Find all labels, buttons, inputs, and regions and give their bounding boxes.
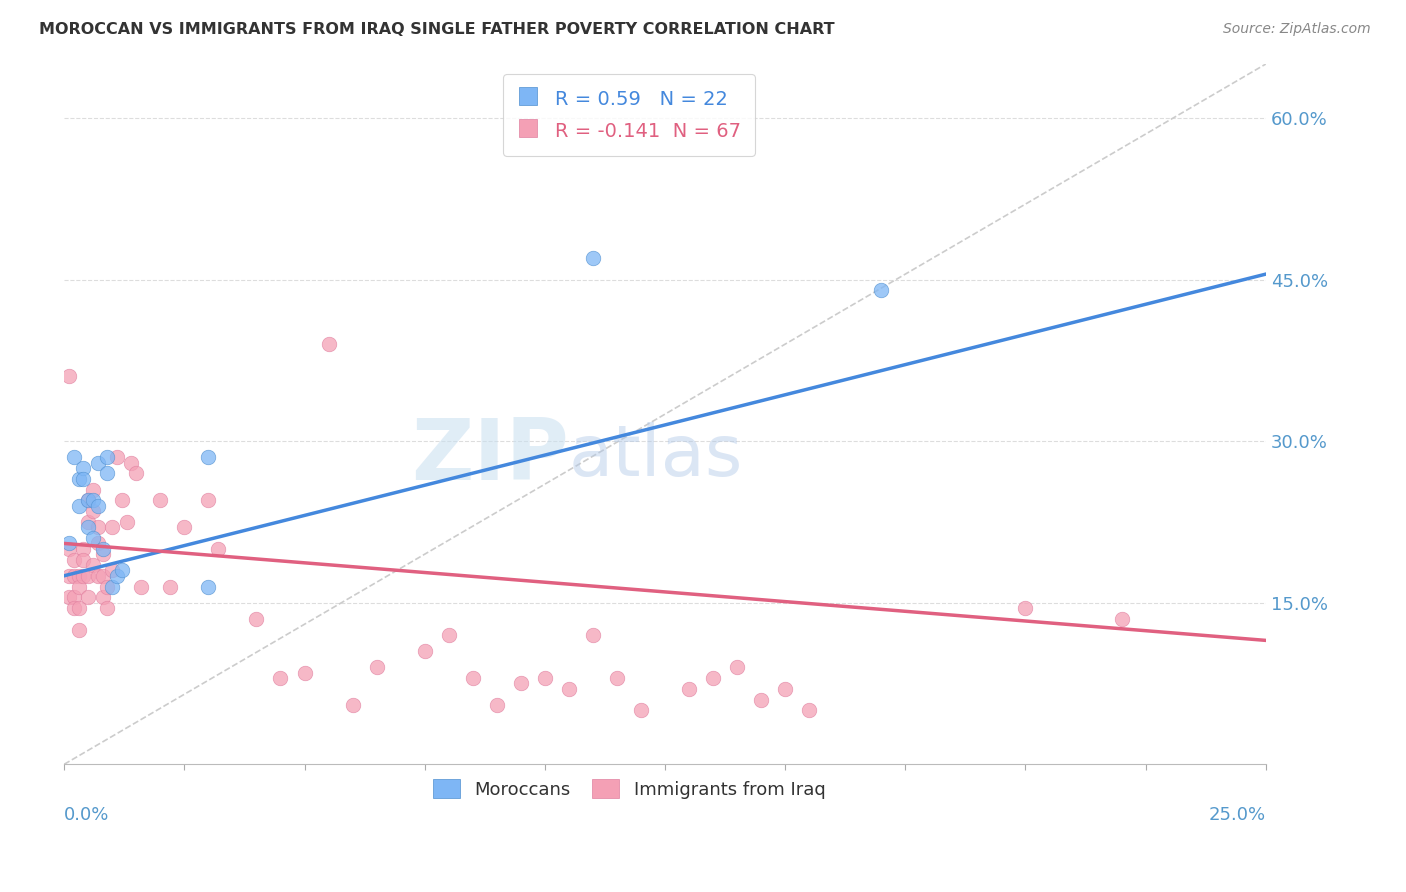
Point: [67, 623, 90, 637]
Point: [72, 568, 94, 582]
Legend: Moroccans, Immigrants from Iraq: Moroccans, Immigrants from Iraq: [423, 771, 834, 808]
Point: [82, 558, 104, 572]
Point: [318, 337, 340, 351]
Point: [533, 671, 555, 685]
Point: [58, 369, 80, 384]
Point: [1014, 601, 1036, 615]
Point: [91, 568, 114, 582]
Point: [269, 671, 291, 685]
Point: [366, 660, 388, 674]
Text: 25.0%: 25.0%: [1209, 806, 1265, 824]
Point: [606, 671, 628, 685]
Point: [58, 591, 80, 605]
Point: [129, 580, 152, 594]
Point: [72, 541, 94, 556]
Point: [101, 580, 124, 594]
Point: [82, 531, 104, 545]
Text: MOROCCAN VS IMMIGRANTS FROM IRAQ SINGLE FATHER POVERTY CORRELATION CHART: MOROCCAN VS IMMIGRANTS FROM IRAQ SINGLE …: [39, 22, 835, 37]
Point: [82, 493, 104, 508]
Point: [197, 450, 219, 465]
Point: [72, 552, 94, 566]
Point: [63, 552, 86, 566]
Point: [207, 541, 229, 556]
Point: [72, 461, 94, 475]
Point: [67, 472, 90, 486]
Point: [125, 467, 148, 481]
Point: [67, 568, 90, 582]
Point: [115, 515, 138, 529]
Point: [67, 601, 90, 615]
Point: [799, 703, 821, 717]
Point: [105, 568, 128, 582]
Point: [678, 681, 700, 696]
Text: Source: ZipAtlas.com: Source: ZipAtlas.com: [1223, 22, 1371, 37]
Point: [725, 660, 748, 674]
Point: [96, 467, 118, 481]
Point: [72, 472, 94, 486]
Point: [58, 536, 80, 550]
Point: [461, 671, 484, 685]
Point: [197, 493, 219, 508]
Point: [67, 499, 90, 513]
Point: [111, 563, 134, 577]
Point: [485, 698, 508, 712]
Point: [245, 612, 267, 626]
Point: [342, 698, 364, 712]
Point: [77, 520, 100, 534]
Point: [58, 568, 80, 582]
Point: [82, 483, 104, 497]
Point: [96, 450, 118, 465]
Point: [63, 601, 86, 615]
Text: ZIP: ZIP: [411, 415, 569, 498]
Point: [197, 580, 219, 594]
Point: [63, 591, 86, 605]
Point: [63, 568, 86, 582]
Point: [749, 692, 772, 706]
Point: [702, 671, 724, 685]
Point: [173, 520, 195, 534]
Point: [509, 676, 531, 690]
Point: [437, 628, 460, 642]
Point: [96, 601, 118, 615]
Point: [159, 580, 181, 594]
Point: [96, 580, 118, 594]
Point: [87, 456, 110, 470]
Point: [87, 499, 110, 513]
Point: [77, 591, 100, 605]
Point: [558, 681, 581, 696]
Point: [91, 541, 114, 556]
Point: [149, 493, 172, 508]
Point: [1111, 612, 1133, 626]
Text: 0.0%: 0.0%: [65, 806, 110, 824]
Point: [101, 563, 124, 577]
Point: [413, 644, 436, 658]
Point: [105, 450, 128, 465]
Point: [87, 520, 110, 534]
Point: [87, 536, 110, 550]
Point: [82, 504, 104, 518]
Text: atlas: atlas: [569, 422, 744, 491]
Point: [87, 568, 110, 582]
Point: [582, 628, 605, 642]
Point: [77, 568, 100, 582]
Point: [870, 283, 893, 297]
Point: [63, 450, 86, 465]
Point: [77, 493, 100, 508]
Point: [630, 703, 652, 717]
Point: [67, 580, 90, 594]
Point: [294, 665, 316, 680]
Point: [77, 515, 100, 529]
Point: [58, 541, 80, 556]
Point: [91, 547, 114, 561]
Point: [91, 591, 114, 605]
Point: [773, 681, 796, 696]
Point: [77, 493, 100, 508]
Point: [582, 251, 605, 265]
Point: [101, 520, 124, 534]
Point: [111, 493, 134, 508]
Point: [121, 456, 143, 470]
